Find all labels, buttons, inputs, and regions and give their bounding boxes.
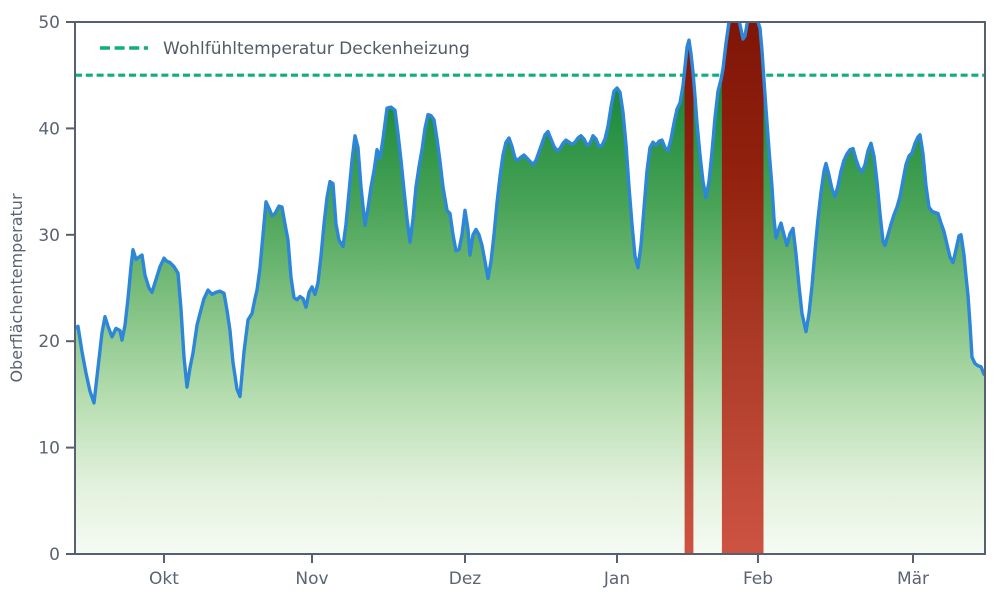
x-tick-label: Nov — [295, 569, 328, 589]
over-threshold-area — [684, 22, 764, 554]
y-tick-label: 40 — [38, 119, 60, 139]
temperature-curve — [75, 22, 985, 405]
y-tick-label: 20 — [38, 332, 60, 352]
x-axis-tick-labels: Okt Nov Dez Jan Feb Mär — [149, 569, 929, 589]
x-tick-label: Okt — [149, 569, 179, 589]
legend: Wohlfühltemperatur Deckenheizung — [100, 39, 470, 59]
x-tick-label: Dez — [449, 569, 482, 589]
y-tick-label: 10 — [38, 439, 60, 459]
y-tick-label: 0 — [49, 545, 60, 565]
x-tick-label: Jan — [603, 569, 630, 589]
x-tick-label: Feb — [743, 569, 773, 589]
y-axis-label: Oberflächentemperatur — [7, 193, 26, 382]
y-axis-tick-labels: 0 10 20 30 40 50 — [38, 13, 60, 565]
y-axis-ticks — [66, 21, 75, 555]
x-axis-ticks — [163, 554, 914, 563]
legend-label: Wohlfühltemperatur Deckenheizung — [163, 39, 470, 59]
temperature-area — [75, 22, 984, 554]
plot-border — [74, 21, 986, 555]
y-tick-label: 30 — [38, 226, 60, 246]
y-tick-label: 50 — [38, 13, 60, 33]
x-tick-label: Mär — [897, 569, 929, 589]
